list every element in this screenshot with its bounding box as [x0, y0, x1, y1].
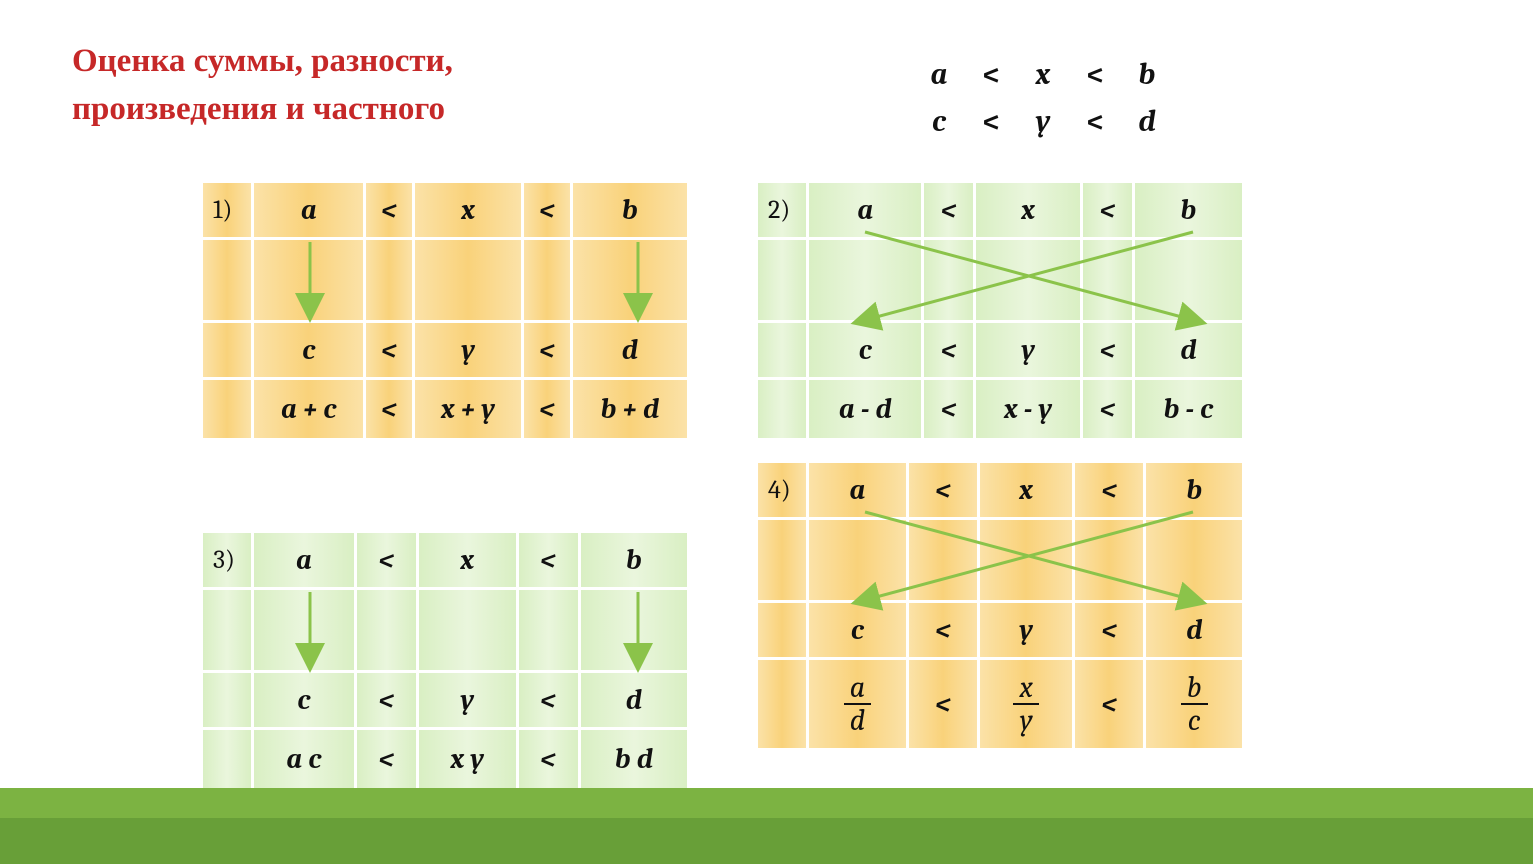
frac-den: d: [844, 703, 871, 737]
cell-a: a: [809, 463, 906, 517]
lt-sign: <: [1083, 380, 1131, 438]
premise-d: d: [1134, 103, 1160, 140]
panel-number: 1): [203, 183, 251, 237]
panel-product: 3) a < x < b c < y < d a c < x y < b d: [200, 530, 690, 791]
lt-sign: <: [524, 380, 569, 438]
cell-x: x: [976, 183, 1080, 237]
result-left: a + c: [254, 380, 363, 438]
result-mid-frac: x y: [980, 660, 1072, 748]
lt-sign: <: [357, 730, 416, 788]
lt-sign: <: [924, 183, 972, 237]
cell-b: b: [573, 183, 687, 237]
result-mid: x + y: [415, 380, 522, 438]
frac-num: x: [1013, 672, 1038, 704]
premise-y: y: [1030, 103, 1056, 140]
lt-sign: <: [1075, 463, 1143, 517]
result-right-frac: b c: [1146, 660, 1242, 748]
lt-sign: <: [524, 183, 569, 237]
lt-sign: <: [1083, 323, 1131, 377]
cell-x: x: [980, 463, 1072, 517]
panel-sum: 1) a < x < b c < y < d a + c < x + y < b…: [200, 180, 690, 441]
page-title: Оценка суммы, разности, произведения и ч…: [72, 38, 632, 134]
panel-number: 4): [758, 463, 806, 517]
frac-num: a: [844, 672, 871, 704]
cell-d: d: [581, 673, 687, 727]
result-left-frac: a d: [809, 660, 906, 748]
premise-c: c: [926, 103, 952, 140]
lt-sign: <: [519, 673, 578, 727]
result-left: a - d: [809, 380, 921, 438]
premise-a: a: [926, 56, 952, 93]
lt-sign: <: [909, 660, 977, 748]
cell-c: c: [254, 323, 363, 377]
premise-inequalities: a < x < b c < y < d: [900, 46, 1186, 150]
cell-x: x: [415, 183, 522, 237]
panel-number: 2): [758, 183, 806, 237]
result-mid: x y: [419, 730, 515, 788]
cell-a: a: [809, 183, 921, 237]
lt-sign: <: [357, 533, 416, 587]
cell-y: y: [419, 673, 515, 727]
frac-den: y: [1013, 703, 1038, 737]
panel-quotient: 4) a < x < b c < y < d a d <: [755, 460, 1245, 751]
premise-x: x: [1030, 56, 1056, 93]
result-mid: x - y: [976, 380, 1080, 438]
cell-a: a: [254, 183, 363, 237]
lt-sign: <: [519, 533, 578, 587]
frac-den: c: [1181, 703, 1208, 737]
cell-d: d: [1146, 603, 1242, 657]
lt-sign: <: [366, 323, 411, 377]
cell-c: c: [809, 603, 906, 657]
lt-sign: <: [924, 323, 972, 377]
footer-band: [0, 788, 1533, 864]
frac-num: b: [1181, 672, 1208, 704]
premise-b: b: [1134, 56, 1160, 93]
result-left: a c: [254, 730, 354, 788]
cell-c: c: [809, 323, 921, 377]
lt-sign: <: [978, 103, 1004, 140]
cell-c: c: [254, 673, 354, 727]
result-right: b - c: [1135, 380, 1242, 438]
panel-number: 3): [203, 533, 251, 587]
cell-x: x: [419, 533, 515, 587]
result-right: b d: [581, 730, 687, 788]
lt-sign: <: [924, 380, 972, 438]
lt-sign: <: [909, 463, 977, 517]
cell-a: a: [254, 533, 354, 587]
lt-sign: <: [357, 673, 416, 727]
cell-y: y: [415, 323, 522, 377]
lt-sign: <: [1082, 56, 1108, 93]
lt-sign: <: [1075, 660, 1143, 748]
cell-b: b: [1146, 463, 1242, 517]
lt-sign: <: [909, 603, 977, 657]
lt-sign: <: [366, 183, 411, 237]
cell-d: d: [1135, 323, 1242, 377]
cell-b: b: [1135, 183, 1242, 237]
cell-d: d: [573, 323, 687, 377]
lt-sign: <: [1075, 603, 1143, 657]
lt-sign: <: [1083, 183, 1131, 237]
panel-difference: 2) a < x < b c < y < d a - d < x - y < b…: [755, 180, 1245, 441]
lt-sign: <: [366, 380, 411, 438]
lt-sign: <: [519, 730, 578, 788]
lt-sign: <: [1082, 103, 1108, 140]
lt-sign: <: [524, 323, 569, 377]
result-right: b + d: [573, 380, 687, 438]
cell-y: y: [980, 603, 1072, 657]
lt-sign: <: [978, 56, 1004, 93]
cell-b: b: [581, 533, 687, 587]
cell-y: y: [976, 323, 1080, 377]
